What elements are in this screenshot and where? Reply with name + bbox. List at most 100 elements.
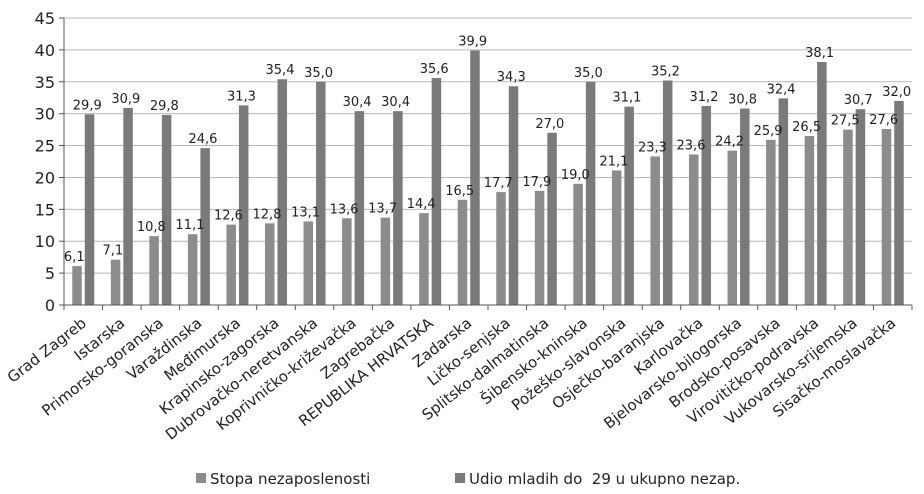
bar-series-2: [316, 81, 326, 306]
data-label-series-1: 10,8: [137, 220, 166, 235]
data-label-series-1: 27,5: [831, 114, 860, 129]
bar-series-1: [611, 170, 622, 305]
data-label-series-2: 30,4: [381, 95, 410, 110]
data-label-series-1: 7,1: [102, 244, 123, 259]
bar-series-1: [650, 156, 660, 305]
bar-series-1: [342, 218, 352, 305]
data-label-series-2: 34,3: [497, 70, 526, 85]
data-label-series-2: 31,1: [612, 91, 641, 106]
bar-series-1: [110, 259, 121, 305]
bar-series-2: [161, 114, 172, 305]
data-label-series-2: 24,6: [188, 132, 217, 147]
legend-item-series-1: Stopa nezaposlenosti: [196, 470, 370, 488]
data-label-series-1: 14,4: [407, 197, 436, 212]
bar-series-1: [496, 192, 506, 305]
data-label-series-1: 23,6: [677, 138, 706, 153]
legend-swatch-series-1: [196, 473, 206, 483]
data-label-series-2: 30,8: [728, 93, 757, 108]
bar-series-2: [508, 86, 519, 306]
data-label-series-2: 30,4: [343, 95, 372, 110]
data-label-series-1: 17,9: [522, 175, 551, 190]
bar-series-2: [817, 62, 827, 305]
y-tick-label: 0: [45, 296, 55, 315]
data-labels: 6,1 7,1 10,8 11,1 12,6 12,8 13,1 13,6 13,7 14,4 16…: [64, 35, 911, 266]
data-label-series-2: 27,0: [535, 117, 564, 132]
data-label-series-1: 16,5: [445, 184, 474, 199]
data-label-series-2: 31,2: [690, 90, 719, 105]
data-label-series-2: 30,9: [111, 92, 140, 107]
y-tick-label: 15: [35, 200, 55, 219]
data-label-series-2: 35,0: [574, 66, 603, 81]
y-tick-label: 45: [35, 9, 55, 28]
data-label-series-2: 29,9: [73, 98, 102, 113]
bar-series-2: [585, 81, 596, 306]
bar-series-1: [380, 217, 391, 305]
y-tick-label: 35: [35, 73, 55, 92]
data-label-series-2: 31,3: [227, 89, 256, 104]
bar-series-1: [766, 139, 776, 305]
legend-item-series-2: Udio mladih do 29 u ukupno nezap.: [455, 470, 740, 488]
bar-series-2: [701, 106, 711, 305]
bar-series-2: [84, 114, 95, 305]
data-label-series-1: 26,5: [792, 120, 821, 135]
data-label-series-1: 17,7: [484, 176, 513, 191]
bar-series-1: [187, 234, 198, 305]
bar-series-1: [457, 199, 468, 305]
data-label-series-1: 27,6: [869, 113, 898, 128]
bar-series-1: [419, 213, 429, 305]
legend-label-series-2: Udio mladih do 29 u ukupno nezap.: [469, 470, 741, 488]
legend-label-series-1: Stopa nezaposlenosti: [210, 470, 371, 488]
data-label-series-2: 38,1: [805, 46, 834, 61]
legend: Stopa nezaposlenosti Udio mladih do 29 u…: [0, 470, 924, 492]
bar-series-2: [200, 148, 210, 305]
y-axis: 0 5 10 15 20 25 30 35 40 45: [35, 9, 65, 315]
bar-series-2: [547, 132, 557, 305]
bar-series-1: [804, 135, 815, 305]
bar-series-2: [431, 77, 442, 305]
data-label-series-2: 35,4: [266, 63, 295, 78]
bar-series-1: [573, 183, 583, 305]
data-label-series-1: 13,6: [330, 202, 359, 217]
data-label-series-1: 12,8: [253, 207, 282, 222]
y-tick-label: 30: [35, 105, 55, 124]
data-label-series-1: 25,9: [754, 124, 783, 139]
x-axis: Grad ZagrebIstarskaPrimorsko-goranskaVar…: [4, 304, 913, 444]
bar-series-1: [843, 129, 853, 305]
legend-swatch-series-2: [455, 473, 465, 483]
bar-series-2: [393, 111, 403, 305]
data-label-series-2: 32,4: [767, 82, 796, 97]
bar-series-2: [470, 50, 480, 305]
bar-series-2: [662, 80, 673, 305]
data-label-series-2: 29,8: [150, 99, 179, 114]
bar-series-2: [778, 98, 789, 305]
data-label-series-1: 23,3: [638, 140, 667, 155]
bar-series-2: [354, 111, 365, 305]
data-label-series-1: 24,2: [715, 135, 744, 150]
y-tick-label: 10: [35, 232, 55, 251]
bar-series-1: [534, 190, 545, 305]
bar-series-1: [303, 221, 314, 305]
data-label-series-1: 13,1: [291, 205, 320, 220]
bar-series-2: [277, 79, 287, 305]
data-label-series-1: 12,6: [214, 209, 243, 224]
bar-series-2: [894, 100, 904, 306]
bar-series-2: [855, 109, 866, 305]
bar-series-1: [265, 223, 275, 305]
y-tick-label: 5: [45, 264, 55, 283]
data-label-series-2: 35,6: [420, 62, 449, 77]
y-tick-label: 20: [35, 168, 55, 187]
data-label-series-2: 30,7: [844, 93, 873, 108]
bar-series-1: [72, 266, 82, 305]
data-label-series-1: 19,0: [561, 168, 590, 183]
bar-series-1: [727, 150, 738, 305]
data-label-series-2: 35,2: [651, 65, 680, 80]
data-label-series-1: 13,7: [368, 202, 397, 217]
data-label-series-1: 21,1: [599, 154, 628, 169]
data-label-series-1: 6,1: [64, 250, 85, 265]
y-tick-label: 25: [35, 137, 55, 156]
bars: [72, 50, 904, 306]
bar-series-2: [123, 107, 133, 305]
bar-series-1: [881, 128, 892, 305]
bar-series-1: [689, 154, 699, 305]
